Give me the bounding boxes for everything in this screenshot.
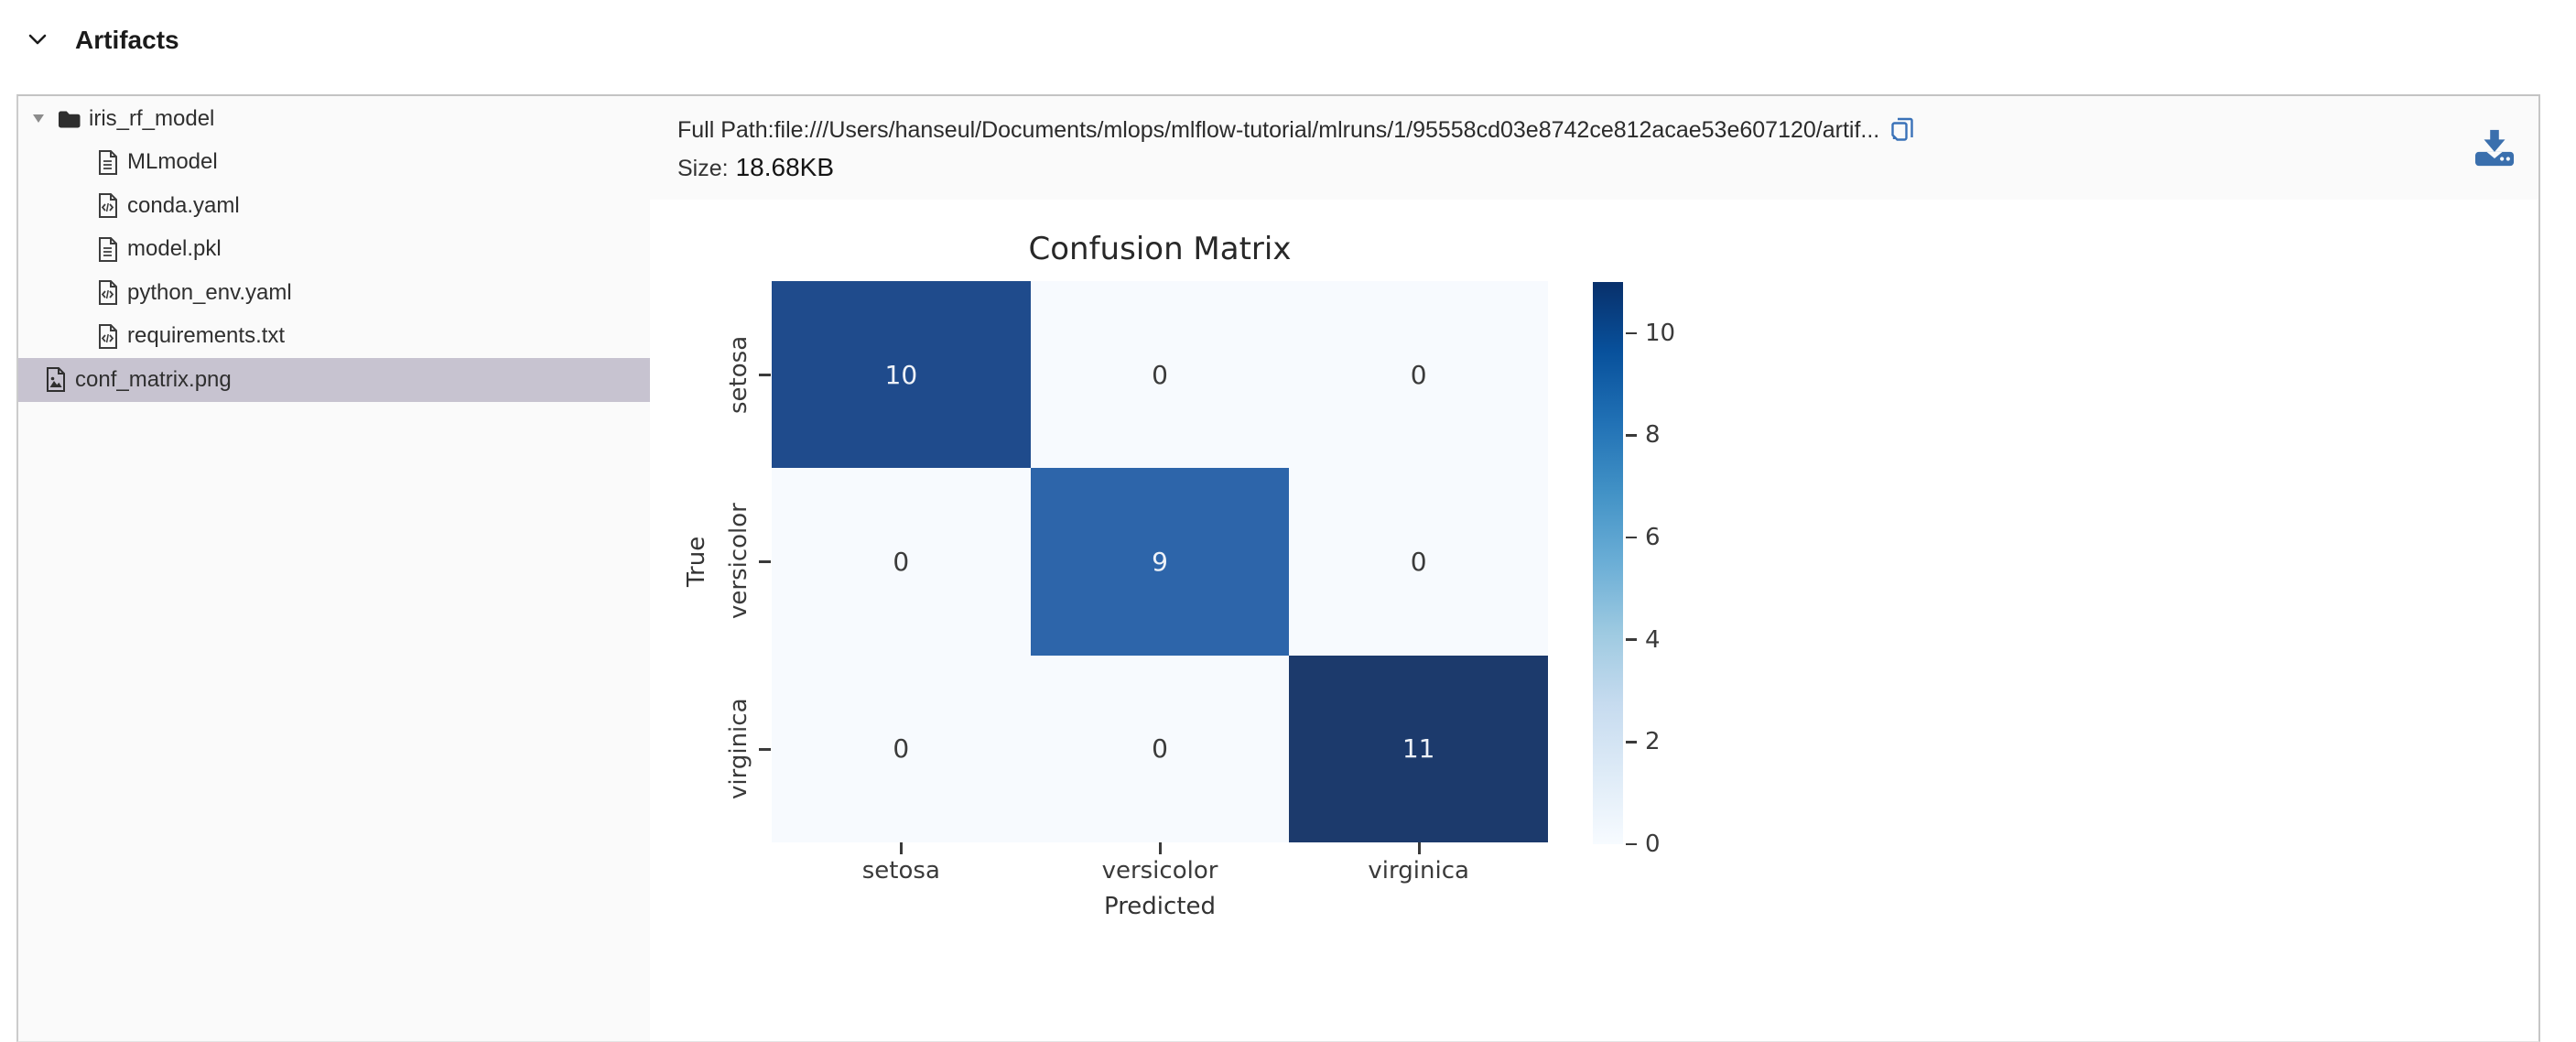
heatmap-cell: 0 <box>1289 281 1548 469</box>
x-axis-tick <box>1159 842 1162 854</box>
artifact-file-tree: iris_rf_model MLmodel conda.yaml model.p… <box>18 96 650 1041</box>
heatmap-cell: 0 <box>772 655 1031 842</box>
copy-path-button[interactable] <box>1889 115 1916 145</box>
page-title: Artifacts <box>75 26 179 54</box>
file-code-icon <box>96 192 119 219</box>
colorbar-tick: 8 <box>1626 421 1661 449</box>
colorbar-tick: 0 <box>1626 830 1661 858</box>
tree-item-mlmodel[interactable]: MLmodel <box>18 141 650 185</box>
download-button[interactable] <box>2473 126 2516 170</box>
heatmap-cell: 0 <box>1289 468 1548 656</box>
y-tick-label: versicolor <box>725 503 752 620</box>
y-axis-tick <box>759 748 771 751</box>
x-tick-label: virginica <box>1368 857 1469 885</box>
file-code-icon <box>96 279 119 306</box>
colorbar-ticks: 10 8 6 4 2 0 <box>1626 282 1708 858</box>
tree-item-conf-matrix-png-selected[interactable]: conf_matrix.png <box>18 358 650 402</box>
colorbar-tick: 10 <box>1626 320 1675 347</box>
heatmap-cell: 0 <box>1030 655 1290 842</box>
confusion-matrix-figure: Confusion Matrix 10 0 0 0 9 0 0 0 11 <box>650 200 2538 1041</box>
artifact-detail-panel: Full Path:file:///Users/hanseul/Document… <box>650 96 2538 1041</box>
expander-triangle-icon[interactable] <box>32 114 45 124</box>
y-tick-label: setosa <box>725 335 752 414</box>
y-axis-label: True <box>683 536 710 588</box>
colorbar-tick: 2 <box>1626 728 1661 755</box>
full-path-text: Full Path:file:///Users/hanseul/Document… <box>677 116 1880 143</box>
artifact-image-view: Confusion Matrix 10 0 0 0 9 0 0 0 11 <box>650 200 2538 1041</box>
heatmap-grid: 10 0 0 0 9 0 0 0 11 <box>772 281 1548 842</box>
heatmap-cell: 0 <box>772 468 1031 656</box>
tree-item-label: conf_matrix.png <box>75 366 232 392</box>
size-row: Size: 18.68KB <box>677 153 834 182</box>
chart-title: Confusion Matrix <box>1028 231 1292 267</box>
colorbar-tick: 6 <box>1626 524 1661 551</box>
tree-item-iris-rf-model[interactable]: iris_rf_model <box>18 97 650 141</box>
full-path-row: Full Path:file:///Users/hanseul/Document… <box>677 115 1916 145</box>
artifacts-header: Artifacts <box>0 0 2576 94</box>
x-tick-labels: setosa versicolor virginica <box>772 857 1548 885</box>
x-axis-label: Predicted <box>1103 893 1217 920</box>
tree-item-conda-yaml[interactable]: conda.yaml <box>18 184 650 228</box>
file-code-icon <box>96 323 119 350</box>
tree-item-label: model.pkl <box>127 236 222 262</box>
tree-item-label: requirements.txt <box>127 323 286 349</box>
folder-icon <box>57 108 81 130</box>
artifacts-card: iris_rf_model MLmodel conda.yaml model.p… <box>16 94 2540 1042</box>
y-axis-tick <box>759 560 771 563</box>
y-tick-label: virginica <box>725 698 752 799</box>
tree-item-label: python_env.yaml <box>127 279 292 305</box>
file-text-icon <box>96 149 119 176</box>
artifact-detail-header: Full Path:file:///Users/hanseul/Document… <box>650 96 2538 200</box>
colorbar <box>1593 282 1623 844</box>
collapse-chevron-icon[interactable] <box>27 30 48 53</box>
tree-item-model-pkl[interactable]: model.pkl <box>18 228 650 272</box>
file-text-icon <box>96 236 119 263</box>
heatmap-cell: 11 <box>1289 655 1548 842</box>
size-label: Size: <box>677 156 729 181</box>
tree-item-python-env-yaml[interactable]: python_env.yaml <box>18 271 650 315</box>
tree-item-label: conda.yaml <box>127 192 240 218</box>
heatmap-cell: 9 <box>1030 468 1290 656</box>
x-tick-label: setosa <box>861 857 940 885</box>
colorbar-tick: 4 <box>1626 626 1661 654</box>
size-value: 18.68KB <box>735 153 835 181</box>
tree-item-requirements-txt[interactable]: requirements.txt <box>18 315 650 359</box>
tree-item-label: iris_rf_model <box>89 105 215 131</box>
file-image-icon <box>44 366 67 393</box>
tree-item-label: MLmodel <box>127 149 218 175</box>
x-axis-tick <box>1418 842 1421 854</box>
heatmap-cell: 0 <box>1030 281 1290 469</box>
y-axis-tick <box>759 374 771 376</box>
x-tick-label: versicolor <box>1101 857 1218 885</box>
x-axis-tick <box>900 842 903 854</box>
heatmap-cell: 10 <box>772 281 1031 469</box>
